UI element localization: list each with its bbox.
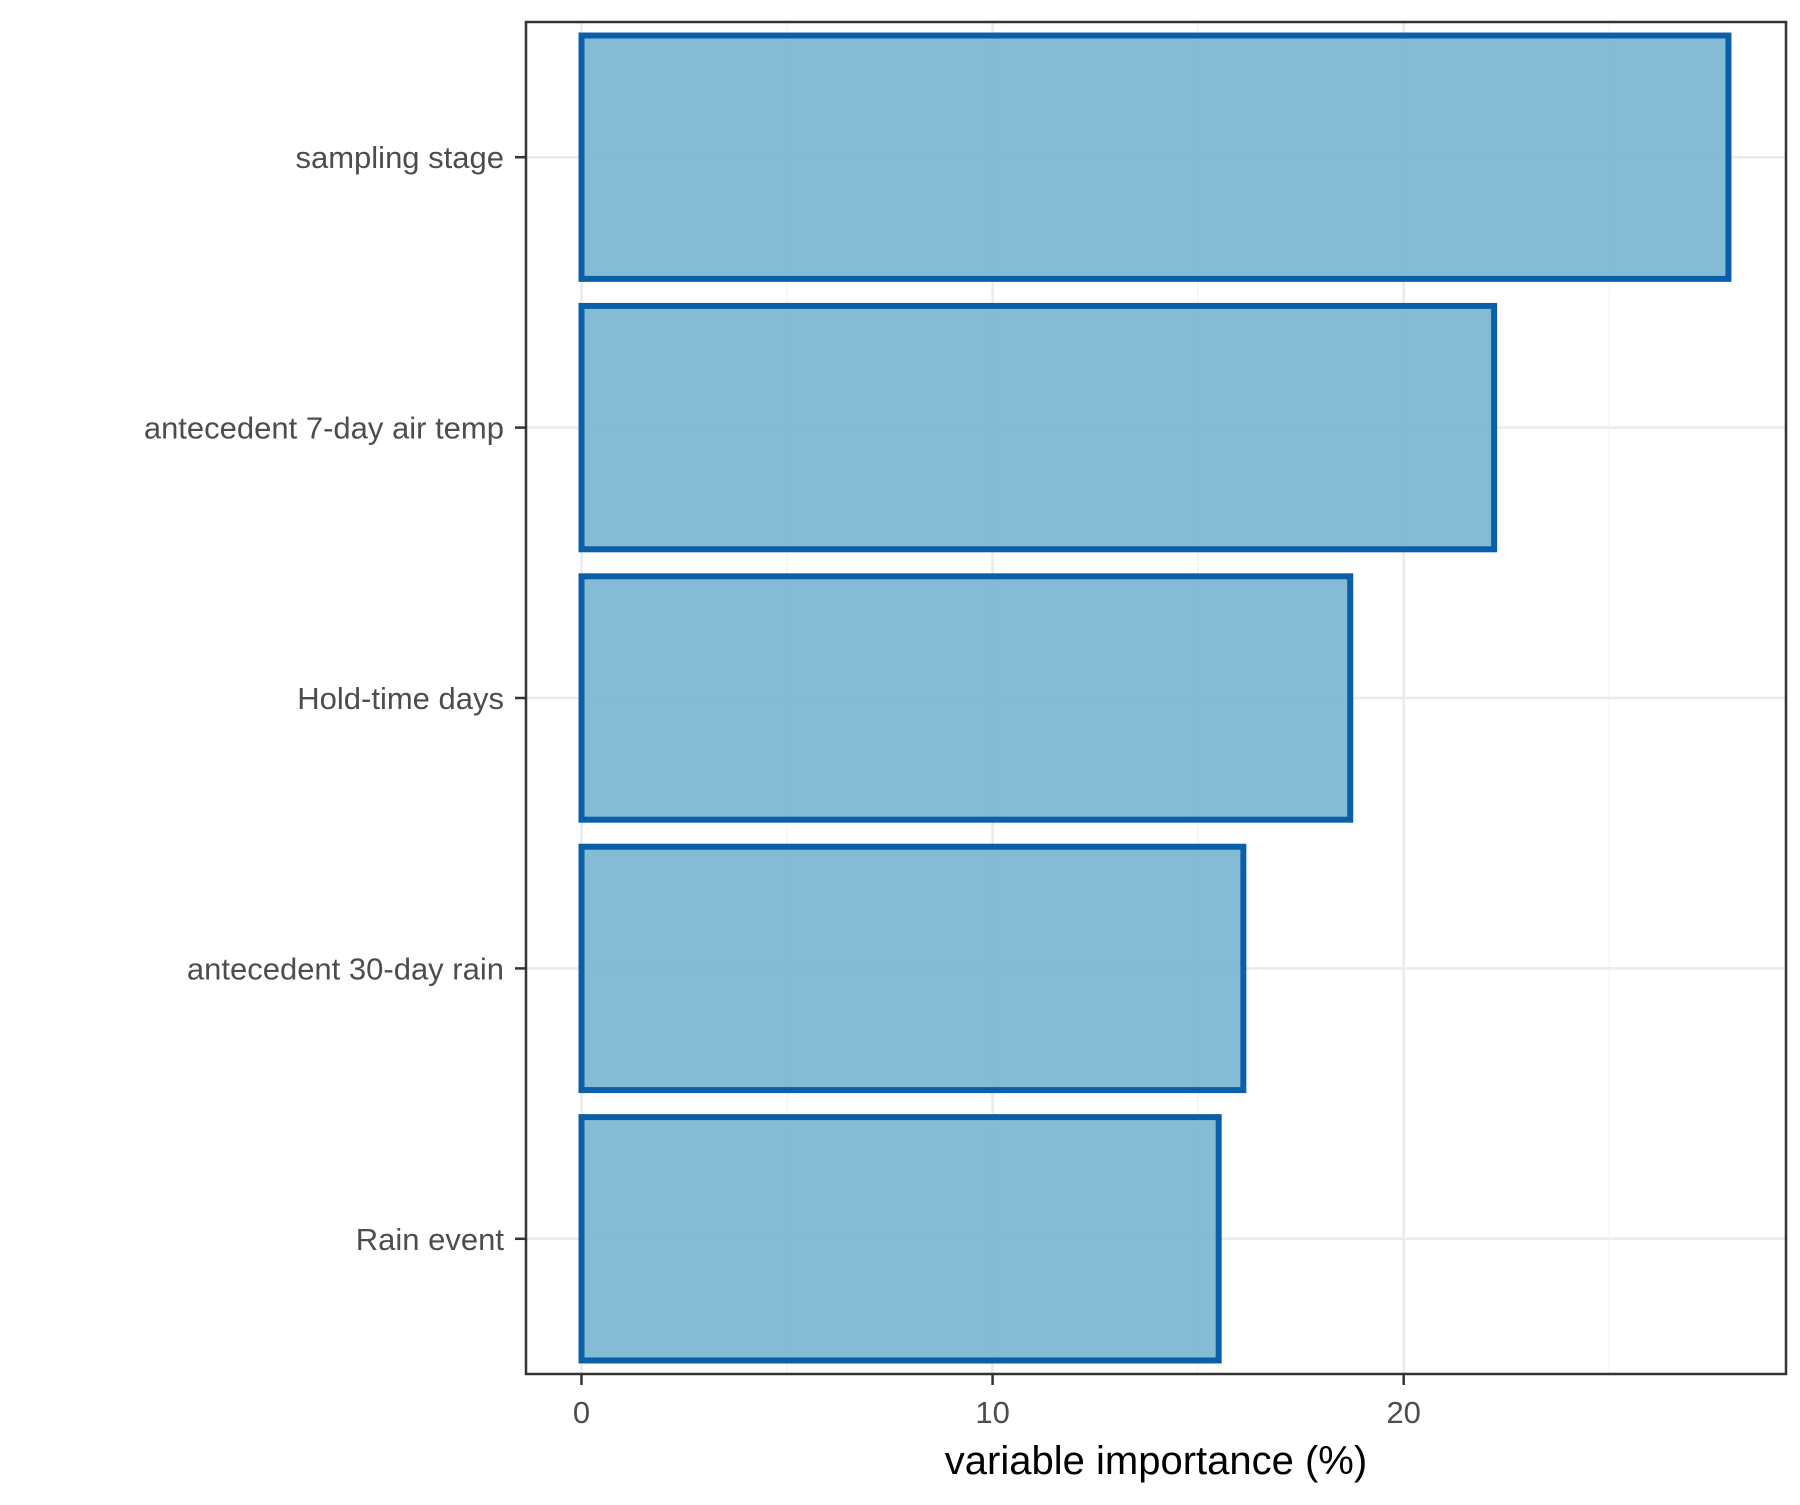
x-tick-label: 20 (1386, 1395, 1420, 1430)
y-tick-label: sampling stage (295, 140, 504, 175)
bar (578, 573, 1354, 823)
bar (578, 302, 1498, 553)
y-tick-label: antecedent 30-day rain (187, 951, 504, 986)
bar (578, 843, 1247, 1094)
y-axis: sampling stage antecedent 7-day air temp H… (144, 140, 526, 1257)
x-tick-label: 0 (573, 1395, 590, 1430)
y-tick-label: antecedent 7-day air temp (144, 411, 504, 446)
x-axis-title: variable importance (%) (945, 1439, 1367, 1483)
y-tick-label: Hold-time days (297, 681, 504, 716)
bar (578, 1114, 1222, 1364)
bars (578, 32, 1732, 1364)
x-axis: 0 10 20 (573, 1374, 1421, 1430)
y-tick-label: Rain event (356, 1222, 505, 1257)
x-tick-label: 10 (975, 1395, 1009, 1430)
bar (578, 32, 1732, 282)
